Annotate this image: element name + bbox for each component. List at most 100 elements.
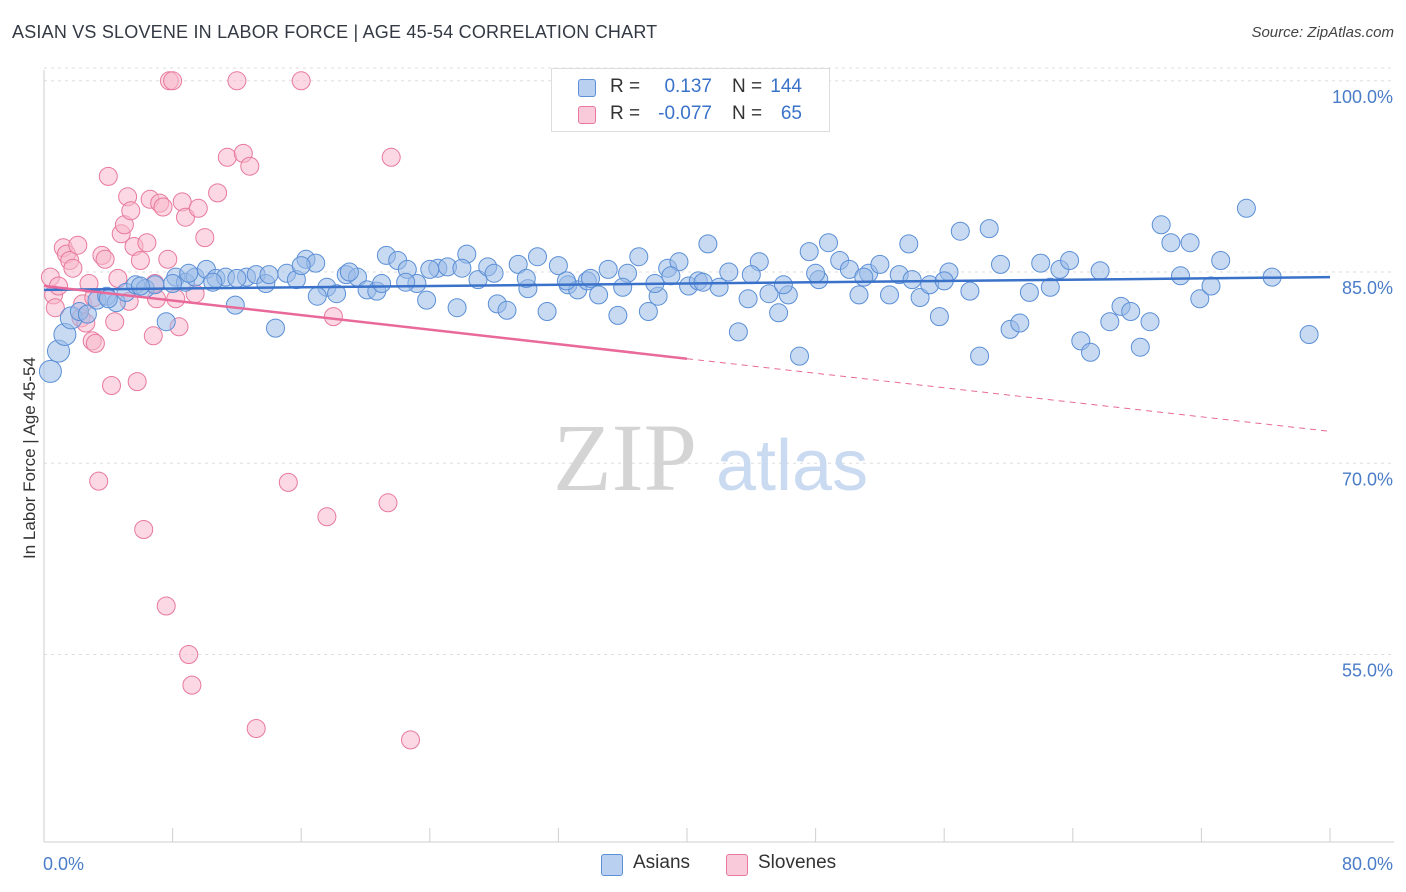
slovene-point — [127, 372, 147, 392]
asian-point — [372, 274, 392, 293]
slovene-point — [102, 376, 121, 395]
asian-point — [1201, 276, 1221, 296]
slovene-point — [188, 198, 208, 218]
legend-n-value: 65 — [780, 103, 802, 124]
series-asians — [38, 198, 1319, 383]
series-slovenes — [40, 71, 420, 750]
watermark-zip: ZIP — [553, 404, 697, 511]
legend-row-asians: R = 0.137 N = 144 — [552, 73, 829, 101]
asian-point — [854, 267, 874, 287]
asian-point — [484, 263, 504, 283]
asian-point — [806, 263, 826, 283]
asian-point — [1010, 313, 1030, 333]
asian-point — [608, 305, 628, 325]
asian-point — [508, 254, 528, 274]
asian-point — [179, 263, 199, 283]
asian-point — [266, 318, 285, 338]
asian-point — [1140, 312, 1160, 332]
asian-point — [698, 234, 718, 254]
asian-point — [738, 289, 758, 309]
asian-point — [870, 254, 890, 274]
x-tick-label-min: 0.0% — [43, 854, 84, 874]
slovene-point — [105, 312, 125, 332]
y-tick-label: 100.0% — [1332, 87, 1393, 107]
asian-point — [661, 266, 681, 286]
legend-r-value: -0.077 — [658, 103, 712, 124]
asian-point — [581, 268, 600, 288]
asian-point — [638, 302, 658, 321]
asian-point — [1180, 233, 1200, 253]
asian-point — [598, 259, 618, 279]
asians-trend-line — [43, 275, 1331, 292]
slovene-point — [153, 197, 173, 217]
bottom-legend-swatch-slovenes — [726, 854, 748, 876]
asian-point — [979, 219, 999, 239]
asian-point — [1100, 312, 1120, 332]
asian-point — [1060, 251, 1080, 270]
slovene-point — [317, 507, 337, 527]
slovene-point — [378, 493, 398, 513]
asian-point — [1151, 215, 1171, 235]
asian-point — [259, 265, 279, 285]
slovene-point — [381, 147, 401, 167]
slovene-point — [291, 71, 311, 91]
slovene-point — [85, 333, 105, 353]
asian-point — [799, 242, 819, 262]
asian-point — [327, 284, 347, 304]
asian-point — [902, 270, 922, 290]
legend-r-label: R = — [610, 76, 641, 97]
asian-point — [291, 256, 311, 276]
asian-point — [417, 290, 437, 310]
slovene-point — [108, 268, 128, 288]
bottom-legend-label-asians: Asians — [633, 852, 691, 873]
asian-point — [225, 295, 245, 315]
asian-point — [709, 277, 729, 297]
asian-point — [910, 288, 930, 307]
y-tick-label: 55.0% — [1342, 661, 1393, 681]
asian-point — [741, 265, 761, 285]
legend-r-value: 0.137 — [664, 76, 712, 97]
asian-point — [669, 252, 689, 272]
slovene-point — [121, 201, 141, 221]
slovene-point — [158, 249, 178, 269]
asian-point — [769, 303, 789, 323]
asian-point — [880, 285, 899, 305]
asian-point — [1236, 198, 1256, 218]
asian-point — [719, 262, 739, 282]
asian-point — [307, 286, 327, 306]
slovene-point — [163, 71, 183, 91]
asian-point — [396, 272, 416, 292]
x-tick-label-max: 80.0% — [1342, 854, 1393, 874]
asian-point — [452, 258, 472, 278]
slovene-point — [143, 326, 163, 346]
asian-point — [1211, 251, 1231, 270]
slovene-point — [278, 472, 298, 492]
slovene-point — [246, 719, 266, 738]
slovene-point — [45, 298, 65, 318]
legend-n-label: N = — [732, 76, 763, 97]
legend-row-slovenes: R = -0.077 N = 65 — [552, 100, 829, 128]
asian-point — [629, 247, 649, 267]
asian-point — [849, 285, 869, 305]
slovene-point — [179, 645, 199, 664]
bottom-legend-label-slovenes: Slovenes — [758, 852, 837, 873]
asian-point — [1040, 277, 1060, 297]
asian-point — [773, 275, 793, 295]
slovene-point — [182, 675, 202, 695]
asian-point — [497, 300, 517, 320]
asian-point — [970, 346, 990, 366]
chart-title: ASIAN VS SLOVENE IN LABOR FORCE | AGE 45… — [12, 22, 658, 42]
slovene-point — [156, 596, 176, 616]
slovene-point — [240, 156, 260, 176]
asian-point — [991, 254, 1010, 274]
asian-point — [899, 234, 919, 254]
asian-point — [613, 277, 633, 297]
asian-point — [77, 304, 97, 324]
asian-point — [929, 307, 949, 327]
asian-point — [960, 281, 980, 301]
legend-r-label: R = — [610, 103, 641, 124]
asian-point — [556, 271, 576, 291]
slovenes-trend-line — [43, 284, 688, 360]
slovene-point — [166, 289, 186, 309]
